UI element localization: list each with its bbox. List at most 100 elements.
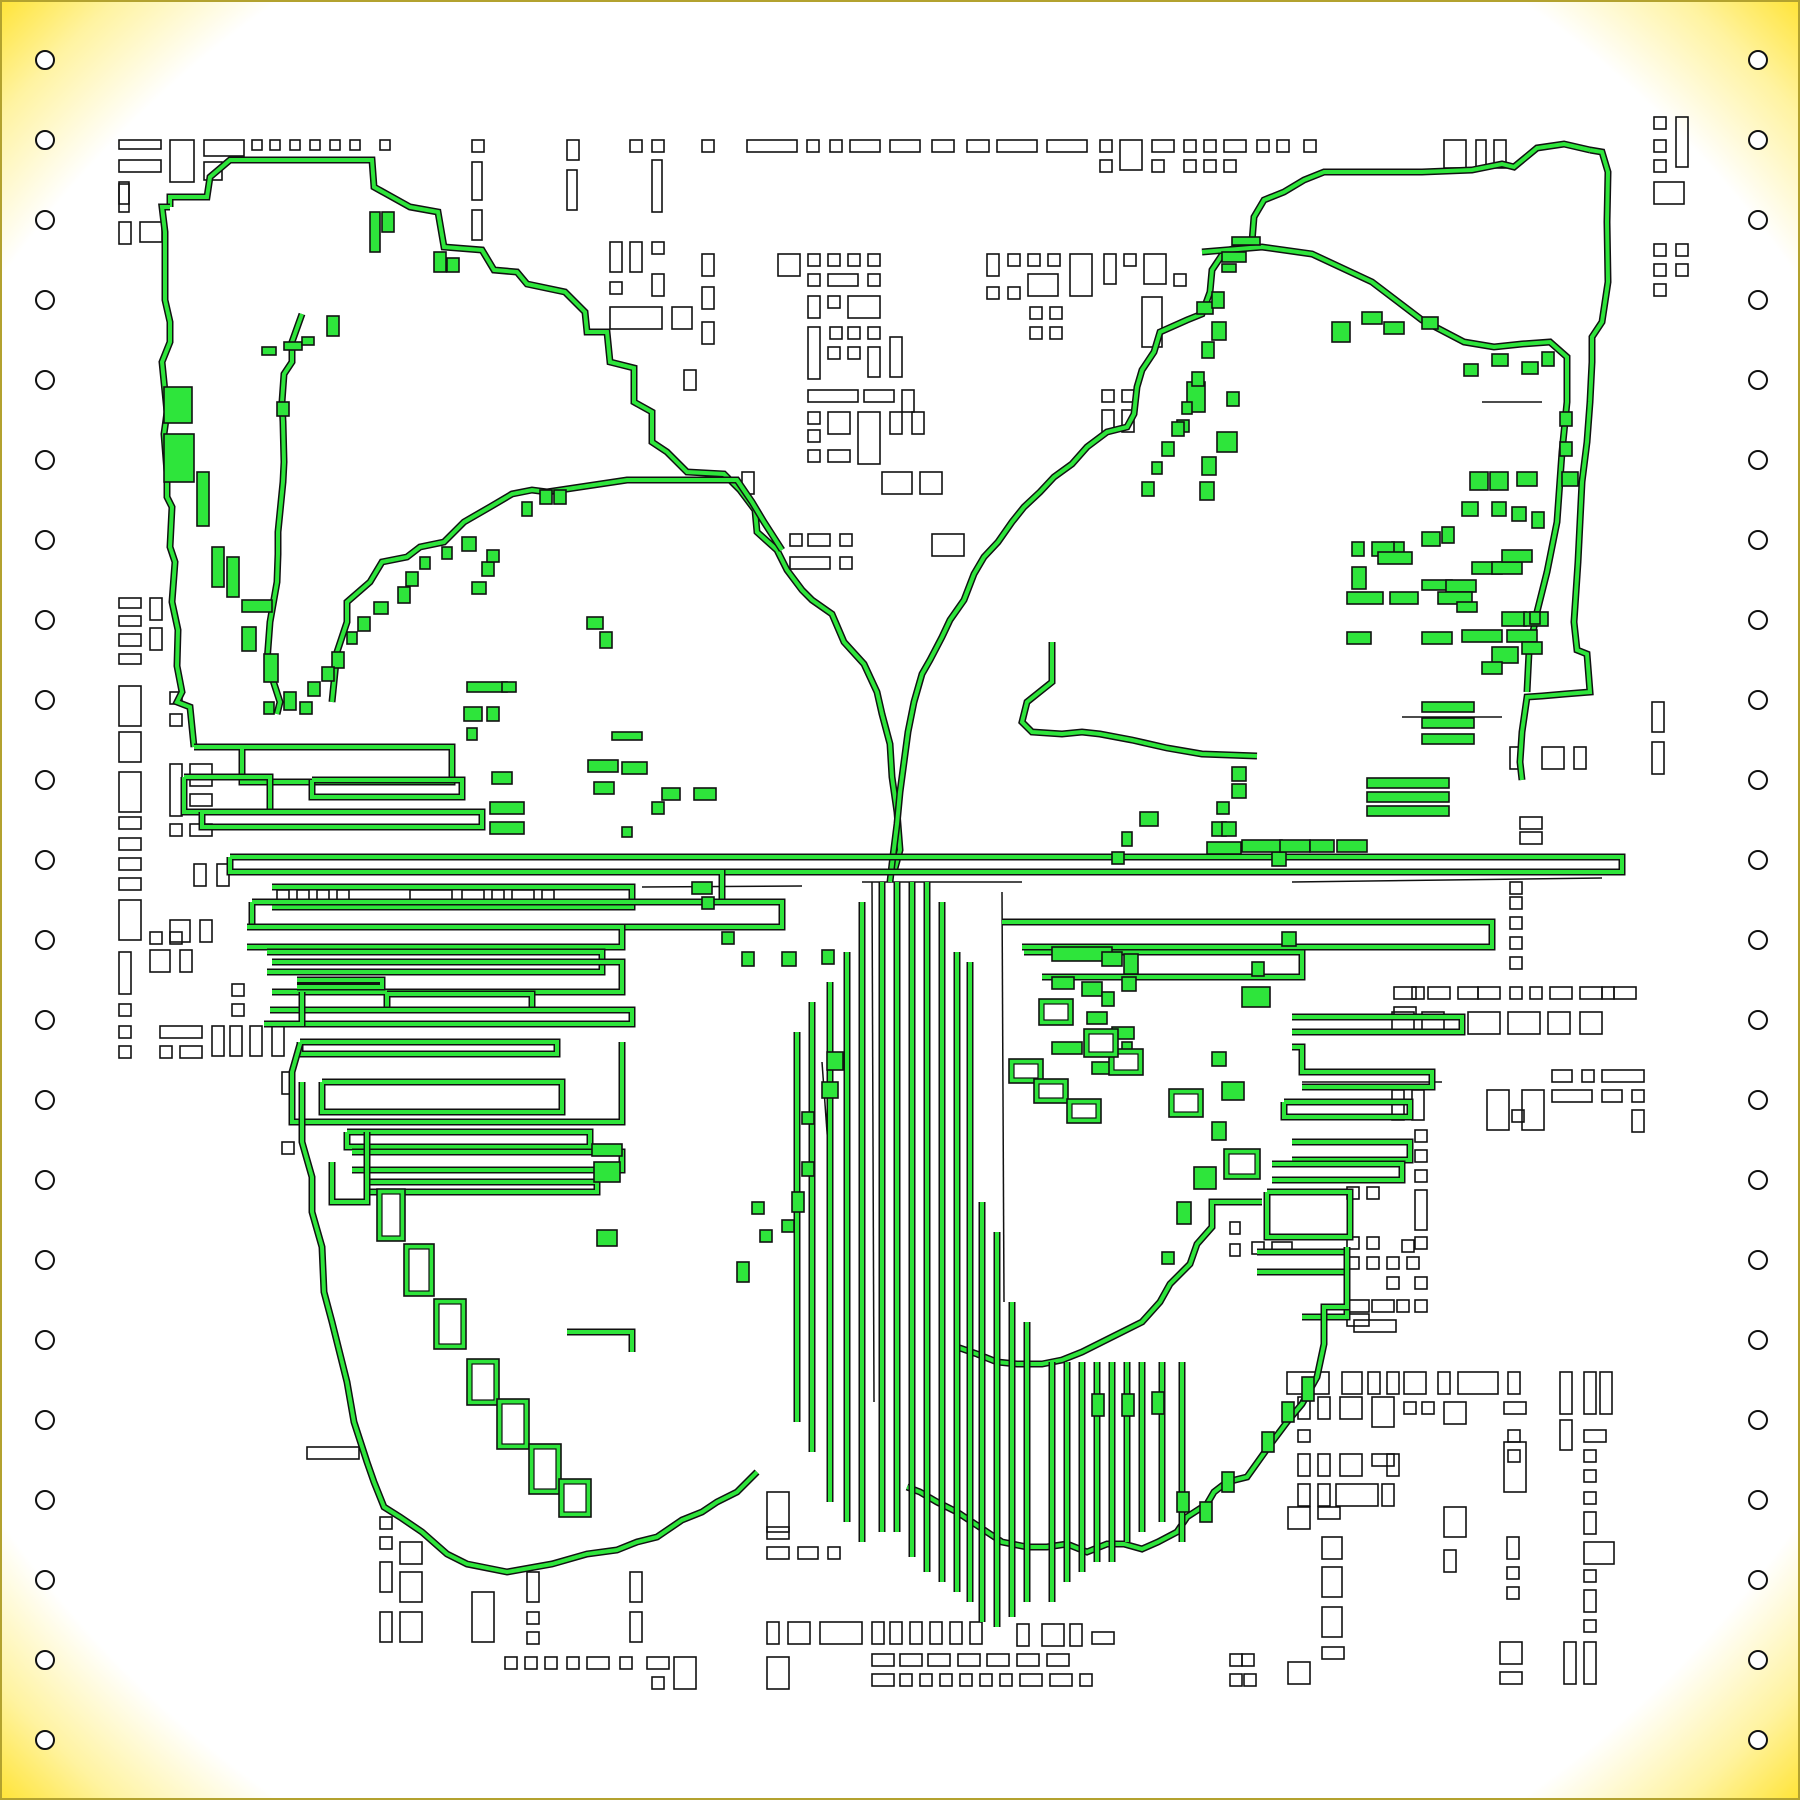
thin-trace xyxy=(1291,877,1603,883)
component-pad-icon xyxy=(1386,1371,1400,1395)
component-pad-icon xyxy=(1414,1169,1428,1183)
thin-trace xyxy=(1001,891,1005,1303)
green-pad xyxy=(369,211,381,253)
component-pad-icon xyxy=(306,1446,360,1460)
green-pad xyxy=(1101,951,1123,967)
component-pad-icon xyxy=(839,533,853,547)
component-pad-icon xyxy=(1493,139,1507,169)
mount-hole-icon xyxy=(35,1730,55,1750)
trace xyxy=(330,478,784,703)
green-pad xyxy=(299,701,313,715)
green-pad xyxy=(1469,471,1489,491)
green-pad xyxy=(1389,591,1419,605)
component-pad-icon xyxy=(169,139,195,183)
component-pad-icon xyxy=(1411,1089,1425,1121)
mount-hole-icon xyxy=(1748,530,1768,550)
component-pad-icon xyxy=(1016,1653,1040,1667)
green-pad-hole xyxy=(438,1303,462,1345)
component-pad-icon xyxy=(281,1141,295,1155)
green-pad xyxy=(553,489,567,505)
trace xyxy=(345,1130,592,1149)
green-pad xyxy=(1221,1081,1245,1101)
component-pad-icon xyxy=(871,1653,895,1667)
green-pad xyxy=(1221,821,1237,837)
component-pad-icon xyxy=(766,1656,790,1690)
component-pad-icon xyxy=(701,139,715,153)
mount-hole-icon xyxy=(35,450,55,470)
mount-hole-icon xyxy=(35,1090,55,1110)
component-pad-icon xyxy=(1437,1371,1451,1395)
green-pad xyxy=(1123,953,1139,975)
green-pad xyxy=(1201,341,1215,359)
component-pad-icon xyxy=(159,1045,173,1059)
component-pad-icon xyxy=(847,295,881,319)
component-pad-icon xyxy=(118,597,142,609)
green-pad xyxy=(539,489,553,505)
component-pad-icon xyxy=(1183,159,1197,173)
component-pad-icon xyxy=(959,1673,973,1687)
component-pad-icon xyxy=(1559,1419,1573,1451)
component-pad-icon xyxy=(1427,986,1451,1000)
green-pad xyxy=(489,801,525,815)
green-pad xyxy=(1221,251,1247,263)
component-pad-icon xyxy=(899,1673,913,1687)
green-pad xyxy=(1151,461,1163,475)
component-pad-icon xyxy=(1507,1371,1521,1395)
green-pad xyxy=(283,691,297,711)
component-pad-icon xyxy=(787,1621,811,1645)
component-pad-icon xyxy=(1601,1089,1623,1103)
green-pad xyxy=(1421,701,1475,713)
trace xyxy=(1024,950,1304,979)
green-pad xyxy=(1241,986,1271,1008)
component-pad-icon xyxy=(1414,1276,1428,1290)
green-pad-hole xyxy=(501,1403,525,1445)
component-pad-icon xyxy=(807,429,821,443)
green-pad xyxy=(593,1161,621,1183)
green-pad xyxy=(1309,839,1335,853)
component-pad-icon xyxy=(807,533,831,547)
component-pad-icon xyxy=(1223,139,1247,153)
component-pad-icon xyxy=(118,221,132,245)
trace-outline xyxy=(1292,1013,1466,1036)
component-pad-icon xyxy=(1091,1631,1115,1645)
component-pad-icon xyxy=(806,139,820,153)
green-pad xyxy=(276,401,290,417)
green-pad xyxy=(283,341,303,351)
mount-hole-icon xyxy=(35,290,55,310)
trace-outline xyxy=(247,923,626,951)
component-pad-icon xyxy=(1675,243,1689,257)
mount-hole-icon xyxy=(1748,850,1768,870)
component-pad-icon xyxy=(789,533,803,547)
green-pad-hole xyxy=(1088,1033,1114,1053)
component-pad-icon xyxy=(169,931,183,945)
green-pad-hole xyxy=(1038,1083,1064,1099)
green-pad-hole xyxy=(1013,1063,1039,1079)
mount-hole-icon xyxy=(1748,1730,1768,1750)
trace xyxy=(250,900,784,929)
component-pad-icon xyxy=(379,1611,393,1643)
component-pad-icon xyxy=(1069,1623,1083,1647)
component-pad-icon xyxy=(169,763,183,817)
component-pad-icon xyxy=(1256,139,1270,153)
green-pad xyxy=(1351,566,1367,590)
green-pad xyxy=(397,586,411,604)
green-pad xyxy=(486,549,500,563)
component-pad-icon xyxy=(899,1653,923,1667)
trace xyxy=(1265,1190,1352,1239)
component-pad-icon xyxy=(1027,253,1041,267)
trace-outline xyxy=(270,1006,636,1028)
component-pad-icon xyxy=(1519,831,1543,845)
component-pad-icon xyxy=(1341,1371,1363,1395)
green-pad xyxy=(1251,961,1265,977)
component-pad-icon xyxy=(586,1656,610,1670)
component-pad-icon xyxy=(1675,263,1689,277)
green-pad xyxy=(1171,421,1185,437)
trace-outline xyxy=(1257,1248,1351,1276)
component-pad-icon xyxy=(1475,139,1487,169)
component-pad-icon xyxy=(901,389,915,413)
green-pad xyxy=(611,731,643,741)
green-pad xyxy=(307,681,321,697)
component-pad-icon xyxy=(1506,1586,1520,1600)
green-pad xyxy=(591,1143,623,1157)
component-pad-icon xyxy=(159,1025,203,1039)
